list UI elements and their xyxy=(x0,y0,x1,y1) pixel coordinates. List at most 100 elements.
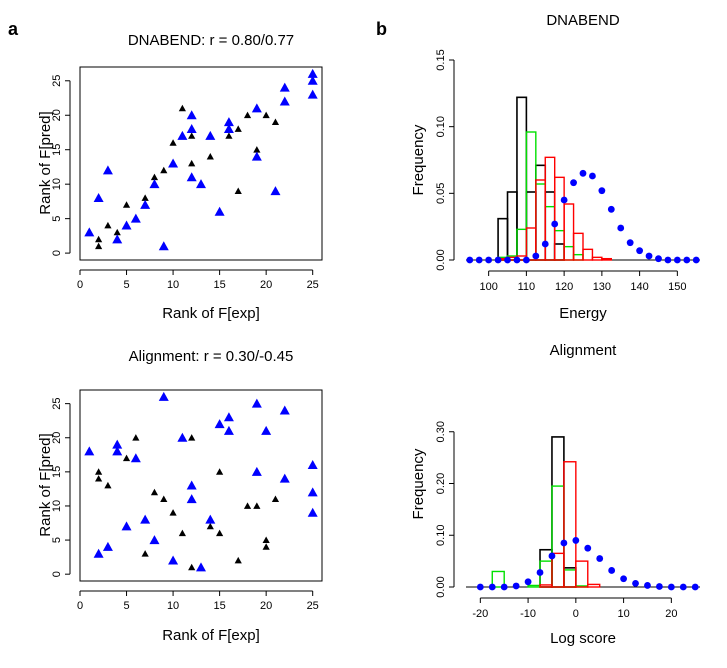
data-point-blue-triangle xyxy=(223,117,234,127)
histogram-bar-green xyxy=(525,131,537,261)
data-point-blue-triangle xyxy=(196,562,206,572)
y-axis-label: Rank of F[pred] xyxy=(37,111,54,214)
data-point-blue-dot xyxy=(584,544,592,552)
data-point-black-triangle xyxy=(216,529,224,537)
data-point-black-triangle xyxy=(234,125,242,132)
data-point-blue-triangle xyxy=(307,487,318,497)
x-tick-label: 150 xyxy=(668,281,686,293)
x-tick-label: 0 xyxy=(77,600,83,612)
data-point-black-triangle xyxy=(169,509,177,516)
data-point-blue-dot xyxy=(476,583,484,591)
series-red xyxy=(539,461,601,588)
data-point-blue-dot xyxy=(692,256,700,264)
y-axis-label: Frequency xyxy=(410,448,427,519)
data-point-blue-triangle xyxy=(279,82,290,92)
data-point-blue-dot xyxy=(589,172,596,180)
chart-a2: Alignment: r = 0.30/-0.45 Rank of F[exp] R… xyxy=(37,348,323,644)
histogram-bar-green xyxy=(491,570,505,588)
data-point-blue-dot xyxy=(466,256,474,264)
data-point-blue-dot xyxy=(560,539,568,547)
histogram-bar-black xyxy=(525,191,537,261)
plot-frame xyxy=(79,66,323,261)
data-point-black-triangle xyxy=(206,153,214,160)
data-point-black-triangle xyxy=(178,104,186,112)
data-point-blue-triangle xyxy=(168,158,179,168)
data-point-blue-triangle xyxy=(93,548,104,558)
data-point-blue-triangle xyxy=(270,186,281,196)
series-red xyxy=(497,156,613,261)
data-point-blue-triangle xyxy=(177,432,188,442)
data-point-blue-dot xyxy=(655,255,662,263)
data-point-blue-triangle xyxy=(223,124,234,134)
histogram-bar-green xyxy=(553,229,565,261)
panel-label-a: a xyxy=(8,19,19,39)
data-point-blue-triangle xyxy=(251,151,262,161)
data-point-black-triangle xyxy=(141,194,149,201)
data-point-blue-triangle xyxy=(279,473,290,483)
data-point-blue-triangle xyxy=(186,110,197,120)
histogram-bar-red xyxy=(582,248,594,261)
data-point-black-triangle xyxy=(95,242,103,250)
data-point-blue-dot xyxy=(598,187,606,195)
data-point-blue-triangle xyxy=(223,412,234,422)
data-point-blue-dot xyxy=(617,224,625,232)
data-point-blue-dot xyxy=(513,256,521,264)
series-black xyxy=(95,427,280,571)
data-point-black-triangle xyxy=(206,522,214,530)
data-point-black-triangle xyxy=(271,118,280,126)
chart-title: Alignment xyxy=(550,342,618,359)
data-point-black-triangle xyxy=(122,454,131,462)
x-tick-label: -20 xyxy=(472,608,488,620)
data-point-blue-triangle xyxy=(121,521,132,531)
data-point-black-triangle xyxy=(253,502,261,509)
data-point-blue-triangle xyxy=(140,514,151,524)
data-point-black-triangle xyxy=(243,111,252,119)
data-point-black-triangle xyxy=(225,132,233,139)
histogram-bar-red xyxy=(553,176,565,261)
x-tick-label: 20 xyxy=(260,600,272,612)
data-point-blue-triangle xyxy=(158,241,169,251)
x-tick-label: 15 xyxy=(213,279,225,291)
data-point-black-triangle xyxy=(188,434,196,441)
x-axis: 100 110 120 130 140 150 xyxy=(479,270,687,293)
x-axis: 0 5 10 15 20 25 xyxy=(77,590,319,612)
histogram-bar-black xyxy=(516,96,528,261)
chart-b2: Alignment Log score Frequency -20 -10 0 10 20 0.… xyxy=(410,342,700,647)
data-point-black-triangle xyxy=(188,132,196,139)
plots-container: DNABEND: r = 0.80/0.77 Rank of F[exp] Rank… xyxy=(37,12,700,647)
x-tick-label: 130 xyxy=(593,281,611,293)
histogram-bar-red xyxy=(572,232,584,261)
data-point-blue-dot xyxy=(572,537,580,544)
data-point-blue-dot xyxy=(608,567,616,574)
data-point-black-triangle xyxy=(243,502,252,509)
data-point-black-triangle xyxy=(216,468,224,475)
data-point-blue-dot xyxy=(673,256,681,264)
data-point-blue-dot xyxy=(664,256,672,264)
data-point-blue-triangle xyxy=(205,514,216,524)
data-point-blue-triangle xyxy=(112,234,123,244)
histogram-bar-green xyxy=(527,584,541,588)
data-point-blue-triangle xyxy=(149,179,160,189)
data-point-black-triangle xyxy=(234,556,242,564)
data-point-blue-triangle xyxy=(102,165,113,175)
data-point-black-triangle xyxy=(262,111,270,119)
x-axis: 0 5 10 15 20 25 xyxy=(77,269,319,291)
data-point-black-triangle xyxy=(160,166,168,174)
x-tick-label: 5 xyxy=(123,279,129,291)
y-tick-label: 0.00 xyxy=(435,576,447,597)
y-tick-label: 0.15 xyxy=(435,49,447,70)
data-point-blue-triangle xyxy=(130,213,141,223)
data-point-blue-dot xyxy=(683,256,691,264)
x-tick-label: 0 xyxy=(573,608,579,620)
y-tick-label: 5 xyxy=(51,216,63,222)
data-point-blue-triangle xyxy=(186,172,197,182)
x-tick-label: 10 xyxy=(617,608,629,620)
data-point-black-triangle xyxy=(150,488,159,496)
data-point-blue-triangle xyxy=(158,391,169,401)
data-point-blue-triangle xyxy=(112,439,123,449)
data-point-blue-triangle xyxy=(186,480,197,490)
data-point-blue-dot xyxy=(504,256,511,264)
data-point-blue-triangle xyxy=(214,206,225,216)
data-point-blue-dot xyxy=(626,239,634,247)
